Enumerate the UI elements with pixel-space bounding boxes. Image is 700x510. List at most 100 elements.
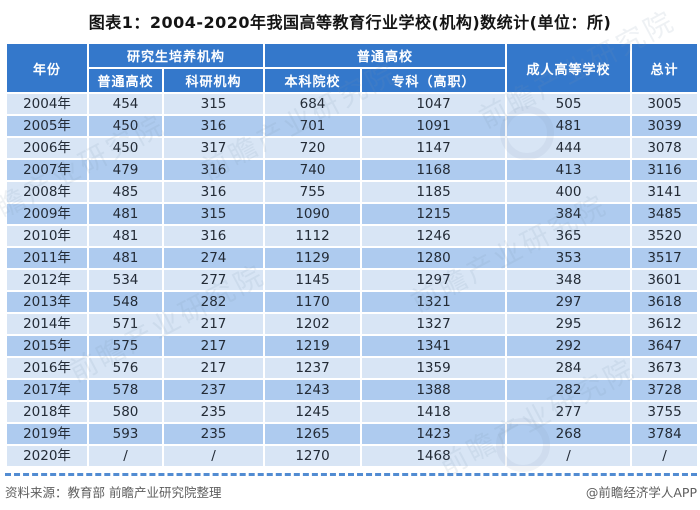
- header-graduate-group: 研究生培养机构: [86, 42, 266, 69]
- value-cell: 740: [263, 158, 363, 182]
- year-cell: 2006年: [5, 136, 89, 160]
- value-cell: 353: [505, 246, 633, 270]
- value-cell: 1341: [360, 334, 508, 358]
- value-cell: 3612: [630, 312, 700, 336]
- table-row: 2008年 485 316 755 1185 400 3141: [5, 180, 700, 204]
- value-cell: /: [87, 444, 164, 468]
- value-cell: 1359: [360, 356, 508, 380]
- value-cell: 316: [161, 180, 266, 204]
- year-cell: 2019年: [5, 422, 89, 446]
- value-cell: 1145: [263, 268, 363, 292]
- table-row: 2010年 481 316 1112 1246 365 3520: [5, 224, 700, 248]
- value-cell: 1168: [360, 158, 508, 182]
- year-cell: 2014年: [5, 312, 89, 336]
- table-header: 年份 研究生培养机构 普通高校 成人高等学校 总计 普通高校 科研机构 本科院校…: [5, 42, 700, 94]
- table-row: 2017年 578 237 1243 1388 282 3728: [5, 378, 700, 402]
- header-row-groups: 年份 研究生培养机构 普通高校 成人高等学校 总计: [5, 42, 700, 94]
- header-undergraduate-colleges: 本科院校: [263, 67, 363, 94]
- value-cell: 316: [161, 114, 266, 138]
- value-cell: 1170: [263, 290, 363, 314]
- value-cell: 444: [505, 136, 633, 160]
- table-row: 2020年 //1270 1468//: [5, 444, 700, 468]
- value-cell: 3728: [630, 378, 700, 402]
- value-cell: 3141: [630, 180, 700, 204]
- table-row: 2011年 481 274 1129 1280 353 3517: [5, 246, 700, 270]
- value-cell: 505: [505, 92, 633, 116]
- value-cell: 282: [161, 290, 266, 314]
- value-cell: 534: [87, 268, 164, 292]
- header-vocational-colleges: 专科（高职）: [360, 67, 508, 94]
- year-cell: 2007年: [5, 158, 89, 182]
- value-cell: /: [630, 444, 700, 468]
- value-cell: 593: [87, 422, 164, 446]
- value-cell: 315: [161, 202, 266, 226]
- year-cell: 2013年: [5, 290, 89, 314]
- value-cell: 1388: [360, 378, 508, 402]
- value-cell: 3485: [630, 202, 700, 226]
- year-cell: 2011年: [5, 246, 89, 270]
- value-cell: 1112: [263, 224, 363, 248]
- value-cell: 1202: [263, 312, 363, 336]
- value-cell: 1270: [263, 444, 363, 468]
- value-cell: 295: [505, 312, 633, 336]
- value-cell: 1215: [360, 202, 508, 226]
- value-cell: /: [505, 444, 633, 468]
- value-cell: 479: [87, 158, 164, 182]
- value-cell: 580: [87, 400, 164, 424]
- table-row: 2009年 481 315 1090 1215 384 3485: [5, 202, 700, 226]
- table-row: 2015年 575 217 1219 1341 292 3647: [5, 334, 700, 358]
- value-cell: 481: [87, 224, 164, 248]
- value-cell: 400: [505, 180, 633, 204]
- table-row: 2013年 548 282 1170 1321 297 3618: [5, 290, 700, 314]
- value-cell: 1185: [360, 180, 508, 204]
- value-cell: 578: [87, 378, 164, 402]
- year-cell: 2012年: [5, 268, 89, 292]
- header-grad-regular-colleges: 普通高校: [87, 67, 164, 94]
- value-cell: 1090: [263, 202, 363, 226]
- value-cell: 3005: [630, 92, 700, 116]
- table-row: 2005年 450 316 701 1091 481 3039: [5, 114, 700, 138]
- value-cell: 3520: [630, 224, 700, 248]
- value-cell: 1423: [360, 422, 508, 446]
- value-cell: 365: [505, 224, 633, 248]
- value-cell: 450: [87, 114, 164, 138]
- value-cell: 3755: [630, 400, 700, 424]
- value-cell: 292: [505, 334, 633, 358]
- header-total: 总计: [630, 42, 700, 94]
- value-cell: 316: [161, 224, 266, 248]
- value-cell: 217: [161, 312, 266, 336]
- value-cell: 3647: [630, 334, 700, 358]
- year-cell: 2017年: [5, 378, 89, 402]
- value-cell: 217: [161, 356, 266, 380]
- year-cell: 2005年: [5, 114, 89, 138]
- value-cell: 277: [161, 268, 266, 292]
- value-cell: 217: [161, 334, 266, 358]
- value-cell: 3618: [630, 290, 700, 314]
- table-row: 2012年 534 277 1145 1297 348 3601: [5, 268, 700, 292]
- footer: 资料来源：教育部 前瞻产业研究院整理 @前瞻经济学人APP: [5, 482, 697, 501]
- value-cell: 277: [505, 400, 633, 424]
- value-cell: 485: [87, 180, 164, 204]
- value-cell: 235: [161, 400, 266, 424]
- table-row: 2019年 593 235 1265 1423 268 3784: [5, 422, 700, 446]
- table-row: 2016年 576 217 1237 1359 284 3673: [5, 356, 700, 380]
- value-cell: 3116: [630, 158, 700, 182]
- value-cell: 1246: [360, 224, 508, 248]
- table-row: 2018年 580 235 1245 1418 277 3755: [5, 400, 700, 424]
- value-cell: 1297: [360, 268, 508, 292]
- value-cell: 548: [87, 290, 164, 314]
- header-regular-group: 普通高校: [263, 42, 508, 69]
- year-cell: 2018年: [5, 400, 89, 424]
- value-cell: 348: [505, 268, 633, 292]
- value-cell: 1047: [360, 92, 508, 116]
- value-cell: 1091: [360, 114, 508, 138]
- value-cell: 450: [87, 136, 164, 160]
- source-note: 资料来源：教育部 前瞻产业研究院整理: [5, 485, 222, 500]
- dashed-divider: [5, 473, 697, 476]
- table-row: 2006年 450 317 720 1147 444 3078: [5, 136, 700, 160]
- value-cell: 454: [87, 92, 164, 116]
- year-cell: 2004年: [5, 92, 89, 116]
- year-cell: 2008年: [5, 180, 89, 204]
- value-cell: 576: [87, 356, 164, 380]
- year-cell: 2016年: [5, 356, 89, 380]
